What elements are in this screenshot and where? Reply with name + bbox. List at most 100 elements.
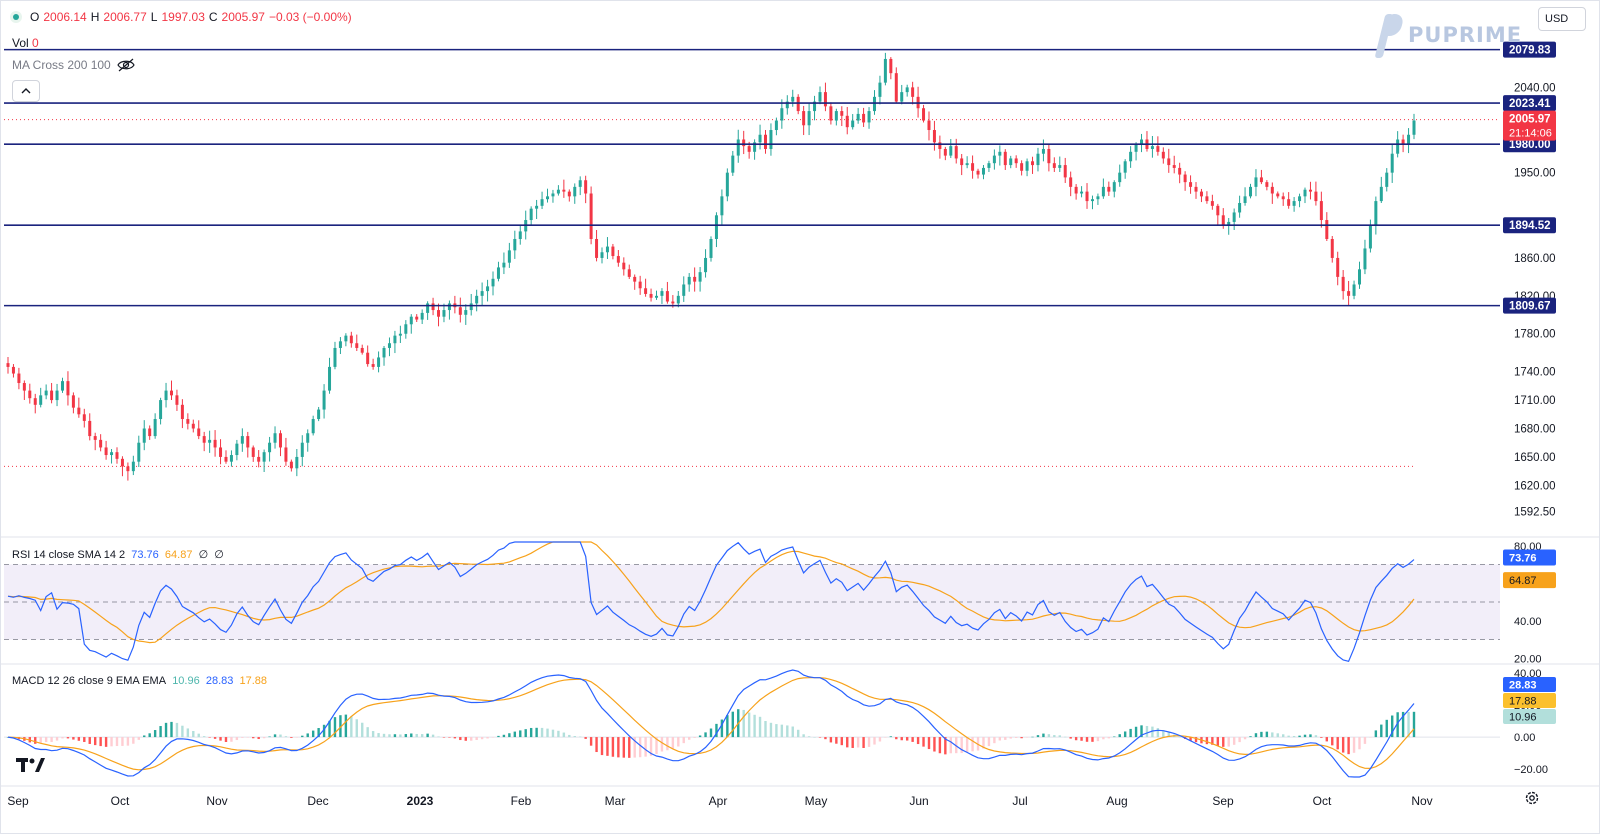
candle-body bbox=[1254, 177, 1258, 187]
candle-body bbox=[1134, 144, 1138, 152]
candle-body bbox=[1178, 167, 1182, 175]
macd-histogram-bar bbox=[1096, 737, 1100, 742]
macd-histogram-bar bbox=[208, 737, 211, 738]
candle-body bbox=[780, 108, 784, 121]
macd-histogram-bar bbox=[600, 737, 604, 756]
gear-icon[interactable] bbox=[1524, 790, 1540, 806]
candle-body bbox=[763, 134, 767, 149]
countdown-label: 21:14:06 bbox=[1509, 128, 1552, 140]
macd-histogram-bar bbox=[1352, 737, 1356, 753]
macd-histogram-bar bbox=[862, 737, 865, 749]
candle-body bbox=[1363, 248, 1367, 270]
candle-body bbox=[1379, 186, 1383, 202]
macd-histogram-bar bbox=[1145, 725, 1149, 738]
candle-body bbox=[208, 439, 212, 443]
candle-body bbox=[584, 180, 588, 194]
rsi-legend: RSI 14 close SMA 14 2 73.76 64.87 ∅ ∅ bbox=[12, 548, 224, 561]
candle-body bbox=[1390, 153, 1394, 173]
currency-label: USD bbox=[1545, 13, 1569, 25]
macd-histogram-bar bbox=[1265, 731, 1269, 738]
macd-histogram-bar bbox=[246, 737, 249, 738]
macd-value-tag bbox=[1503, 677, 1556, 692]
candle-body bbox=[257, 456, 261, 462]
candle-body bbox=[943, 148, 947, 156]
candle-body bbox=[235, 443, 239, 456]
macd-histogram-bar bbox=[50, 737, 53, 742]
candle-body bbox=[851, 120, 855, 128]
candle-body bbox=[502, 262, 506, 268]
macd-histogram-bar bbox=[840, 737, 843, 746]
macd-histogram-bar bbox=[982, 737, 985, 749]
macd-histogram-bar bbox=[1232, 737, 1236, 745]
macd-histogram-bar bbox=[153, 730, 157, 738]
macd-histogram-bar bbox=[115, 737, 119, 747]
candle-body bbox=[704, 257, 708, 273]
macd-histogram-bar bbox=[911, 737, 914, 742]
rsi-ma-value-label: 64.87 bbox=[1509, 575, 1537, 587]
candle-body bbox=[44, 390, 48, 396]
collapse-legend-button[interactable] bbox=[12, 80, 40, 102]
macd-histogram-bar bbox=[44, 737, 48, 743]
macd-histogram-bar bbox=[851, 737, 854, 748]
candle-body bbox=[77, 407, 81, 415]
candle-body bbox=[50, 390, 54, 401]
macd-histogram-bar bbox=[202, 736, 206, 738]
macd-histogram-bar bbox=[715, 723, 718, 738]
macd-histogram-bar bbox=[1292, 735, 1296, 738]
candle-body bbox=[1325, 220, 1329, 239]
candle-body bbox=[142, 428, 146, 443]
macd-histogram-bar bbox=[1243, 737, 1247, 740]
candle-body bbox=[1069, 177, 1073, 187]
candle-body bbox=[649, 293, 653, 298]
price-level-label: 1894.52 bbox=[1509, 220, 1551, 232]
macd-histogram-bar bbox=[535, 727, 538, 738]
candle-body bbox=[197, 428, 201, 437]
macd-histogram-bar bbox=[1140, 725, 1143, 738]
y-tick-label: 1710.00 bbox=[1514, 395, 1556, 407]
macd-histogram-bar bbox=[1004, 737, 1007, 740]
macd-histogram-bar bbox=[1309, 734, 1312, 738]
candle-body bbox=[1009, 158, 1013, 166]
candle-body bbox=[366, 352, 370, 365]
macd-histogram-bar bbox=[622, 737, 626, 758]
macd-histogram-bar bbox=[998, 737, 1002, 741]
candle-body bbox=[131, 461, 135, 472]
candle-body bbox=[1183, 174, 1187, 183]
candle-body bbox=[834, 111, 838, 121]
candle-body bbox=[513, 238, 517, 251]
macd-signal-value-tag bbox=[1503, 693, 1556, 708]
eye-hidden-icon[interactable] bbox=[117, 58, 135, 72]
macd-hist-legend-value: 10.96 bbox=[172, 675, 200, 687]
candle-body bbox=[1358, 269, 1362, 285]
candle-body bbox=[878, 82, 882, 97]
candle-body bbox=[627, 269, 631, 277]
macd-histogram-bar bbox=[317, 728, 320, 738]
candle-body bbox=[693, 276, 697, 282]
macd-histogram-bar bbox=[420, 734, 424, 738]
x-tick-label: Jun bbox=[909, 794, 928, 808]
candle-body bbox=[998, 151, 1002, 156]
macd-histogram-bar bbox=[775, 724, 778, 738]
macd-histogram-bar bbox=[1374, 730, 1378, 738]
candle-body bbox=[1303, 189, 1307, 197]
candle-body bbox=[616, 256, 620, 263]
macd-y-tick-label: 0.00 bbox=[1514, 732, 1535, 744]
candle-body bbox=[306, 433, 310, 443]
tradingview-logo-icon[interactable] bbox=[16, 756, 46, 779]
macd-histogram-bar bbox=[1325, 737, 1329, 742]
macd-histogram-bar bbox=[1216, 737, 1220, 746]
macd-histogram-bar bbox=[235, 737, 239, 741]
candle-body bbox=[1140, 139, 1144, 145]
macd-histogram-bar bbox=[213, 737, 217, 739]
macd-histogram-bar bbox=[938, 737, 942, 754]
ma-legend[interactable]: MA Cross 200 100 bbox=[12, 58, 135, 72]
candle-body bbox=[714, 215, 718, 239]
market-status-icon bbox=[10, 11, 22, 23]
currency-selector[interactable]: USD bbox=[1538, 7, 1586, 31]
macd-histogram-bar bbox=[649, 737, 653, 756]
rsi-value-tag bbox=[1503, 549, 1556, 566]
candle-body bbox=[1314, 191, 1318, 202]
candle-body bbox=[813, 101, 817, 112]
candle-body bbox=[611, 246, 615, 257]
